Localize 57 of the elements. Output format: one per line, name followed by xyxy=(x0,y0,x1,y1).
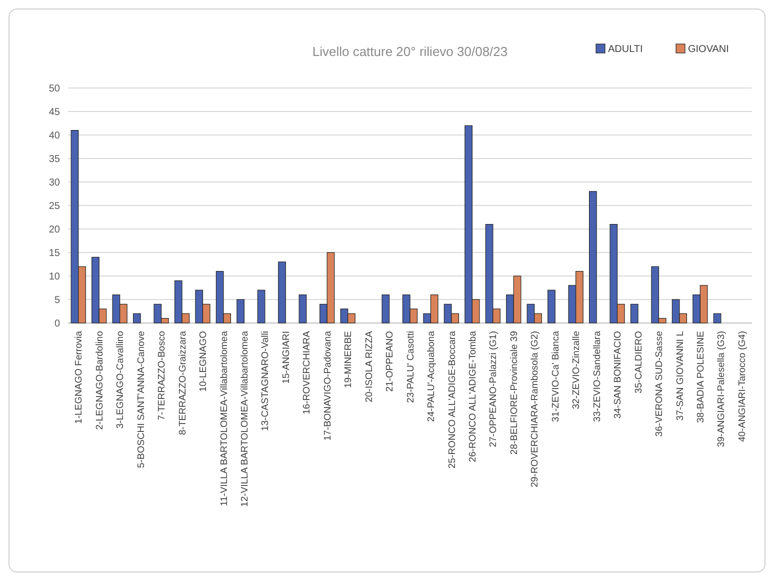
x-tick-label: 39-ANGIARI-Palesella (G3) xyxy=(716,331,728,448)
x-tick-label: 27-OPPEANO-Palazzi (G1) xyxy=(488,331,500,448)
y-tick-label: 15 xyxy=(48,248,60,259)
y-tick-label: 35 xyxy=(48,154,60,165)
x-tick-label: 28-BELFIORE-Provinciale 39 xyxy=(508,331,520,455)
x-tick-label: 21-OPPEANO xyxy=(384,331,396,392)
bar xyxy=(713,313,722,324)
y-tick-label: 10 xyxy=(48,272,60,282)
x-tick-label: 31-ZEVIO-Ca' Bianca xyxy=(550,330,562,422)
x-tick-label: 1-LEGNAGO Ferrovia xyxy=(74,330,85,424)
x-tick-label: 2-LEGNAGO-Bardolino xyxy=(94,331,106,430)
x-tick-label: 37-SAN GIOVANNI L xyxy=(674,331,686,421)
bar xyxy=(132,313,141,324)
x-tick-label: 32-ZEVIO-Zinzalle xyxy=(571,331,582,410)
x-tick-label: 15-ANGIARI xyxy=(280,331,292,384)
x-tick-label: 26-RONCO ALL'ADIGE-Tomba xyxy=(468,330,479,462)
chart-title: Livello catture 20° rilievo 30/08/23 xyxy=(312,44,508,59)
x-tick-label: 20-ISOLA RIZZA xyxy=(364,330,375,402)
y-tick-label: 40 xyxy=(48,130,60,142)
x-tick-label: 33-ZEVIO-Sandellara xyxy=(592,330,603,422)
x-tick-label: 5-BOSCHI SANT'ANNA-Canove xyxy=(136,331,147,468)
x-tick-label: 38-BADIA POLESINE xyxy=(696,331,707,423)
x-tick-label: 10-LEGNAGO xyxy=(198,331,210,392)
x-tick-label: 13-CASTAGNARO-Valli xyxy=(260,331,272,431)
x-tick-label: 40-ANGIARI-Tarocco (G4) xyxy=(736,331,748,442)
bar xyxy=(298,294,307,324)
bar xyxy=(630,304,638,324)
x-tick-label: 17-BONAVIGO-Padovana xyxy=(322,330,334,441)
x-tick-label: 29-ROVERCHIARA-Rambosola (G2) xyxy=(530,331,541,488)
bar xyxy=(257,290,266,324)
x-tick-label: 11-VILLA BARTOLOMEA-Villabartolomea xyxy=(218,330,230,506)
x-tick-label: 24-PALU'-Acquabona xyxy=(426,330,438,422)
x-tick-label: 16-ROVERCHIARA xyxy=(302,330,313,414)
x-tick-label: 23-PALU' Casotti xyxy=(405,331,416,403)
y-tick-label: 50 xyxy=(48,84,60,94)
legend-label: ADULTI xyxy=(608,44,643,55)
x-tick-label: 3-LEGNAGO-Cavallino xyxy=(115,331,126,429)
x-tick-label: 19-MINERBE xyxy=(343,331,354,388)
y-tick-label: 5 xyxy=(54,295,60,306)
x-tick-label: 36-VERONA SUD-Sasse xyxy=(654,331,666,437)
y-tick-label: 0 xyxy=(54,318,60,330)
x-tick-label: 35-CALDIERO xyxy=(633,331,644,394)
y-tick-label: 45 xyxy=(48,107,60,118)
bar xyxy=(382,294,390,324)
x-tick-label: 8-TERRAZZO-Graizzara xyxy=(177,330,188,435)
y-tick-label: 30 xyxy=(48,178,60,188)
bar xyxy=(278,262,286,324)
x-tick-label: 34-SAN BONIFACIO xyxy=(612,331,624,419)
y-tick-label: 20 xyxy=(48,224,60,236)
x-tick-label: 7-TERRAZZO-Bosco xyxy=(156,331,168,420)
bar xyxy=(548,290,556,324)
bar xyxy=(236,299,244,324)
bar xyxy=(588,191,597,324)
x-tick-label: 12-VILLA BARTOLOMEA-Villabartolomea xyxy=(240,330,251,507)
y-tick-label: 25 xyxy=(48,201,60,212)
x-tick-label: 25-RONCO ALL'ADIGE-Boccara xyxy=(446,330,458,468)
legend-label: GIOVANI xyxy=(688,44,729,55)
